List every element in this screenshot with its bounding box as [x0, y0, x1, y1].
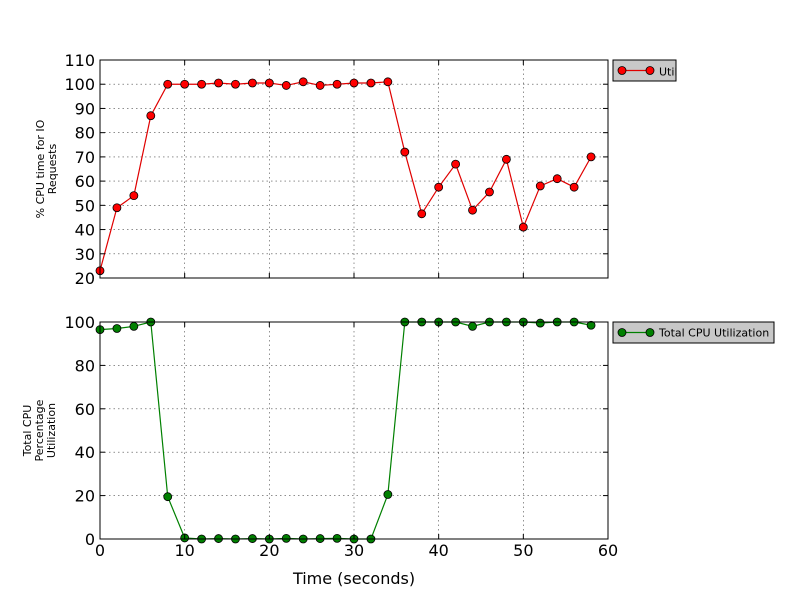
- data-point: [163, 79, 173, 89]
- data-point: [247, 78, 257, 88]
- y-axis-label-line: Percentage: [33, 399, 46, 461]
- data-point: [264, 78, 274, 88]
- y-tick-label: 100: [64, 75, 95, 94]
- data-point: [349, 78, 359, 88]
- series-line: [99, 81, 592, 271]
- data-point: [281, 533, 291, 543]
- data-point: [214, 78, 223, 88]
- y-tick-label: 40: [75, 443, 95, 462]
- legend-marker: [645, 66, 655, 75]
- legend-box: [612, 321, 775, 344]
- data-point: [586, 152, 596, 162]
- data-point: [501, 154, 511, 164]
- data-point: [552, 174, 562, 184]
- y-axis-label-line: Total CPU: [21, 405, 34, 458]
- y-tick-label: 60: [75, 400, 95, 419]
- y-tick-label: 40: [75, 221, 95, 240]
- y-tick-label: 50: [75, 196, 95, 215]
- data-point: [281, 81, 291, 90]
- y-tick-label: 70: [75, 148, 95, 167]
- y-tick-label: 20: [75, 269, 95, 288]
- legend-marker: [617, 328, 627, 337]
- y-tick-label: 90: [75, 99, 95, 118]
- data-point: [180, 79, 190, 89]
- data-point: [535, 318, 545, 328]
- data-point: [468, 321, 477, 331]
- x-tick-label: 20: [259, 541, 279, 560]
- legend-marker: [617, 66, 627, 75]
- data-point: [518, 222, 528, 232]
- legend: Util: [612, 59, 677, 82]
- data-point: [586, 320, 596, 330]
- data-point: [112, 324, 122, 333]
- y-tick-label: 20: [75, 487, 95, 506]
- legend: Total CPU Utilization: [612, 321, 775, 344]
- data-point: [332, 533, 342, 543]
- y-tick-label: 110: [64, 51, 95, 70]
- x-tick-label: 10: [174, 541, 194, 560]
- data-point: [383, 490, 393, 499]
- chart-panel-2: 0 20 40 60 80 100 0 10 20 30 40 50 60 Total CPU Percen…: [21, 313, 775, 588]
- data-point: [366, 78, 376, 88]
- data-point: [332, 79, 342, 89]
- data-point: [569, 182, 579, 192]
- data-point: [315, 81, 325, 90]
- y-tick-label: 80: [75, 356, 95, 375]
- data-point: [417, 209, 427, 219]
- y-tick-label: 0: [85, 530, 95, 549]
- x-tick-label: 0: [95, 541, 105, 560]
- x-tick-label: 30: [344, 541, 364, 560]
- data-point: [400, 147, 410, 157]
- y-tick-label: 80: [75, 124, 95, 143]
- x-axis-label: Time (seconds): [292, 569, 415, 588]
- data-point: [383, 77, 393, 87]
- data-point: [231, 79, 240, 89]
- data-point: [129, 321, 139, 331]
- data-point: [451, 159, 461, 169]
- data-point: [468, 205, 477, 215]
- legend-label: Total CPU Utilization: [658, 327, 769, 340]
- y-axis-label-line: % CPU time for IO: [34, 119, 47, 218]
- y-tick-label: 100: [64, 313, 95, 332]
- data-point: [112, 203, 122, 213]
- data-point: [146, 111, 156, 121]
- x-tick-label: 50: [513, 541, 533, 560]
- data-point: [129, 191, 139, 201]
- data-point: [434, 182, 444, 192]
- y-tick-label: 30: [75, 245, 95, 264]
- y-axis-label-line: Requests: [46, 144, 59, 195]
- legend-marker: [645, 328, 655, 337]
- data-point: [535, 181, 545, 191]
- y-axis-label-line: Utilization: [45, 403, 58, 458]
- x-tick-label: 40: [428, 541, 448, 560]
- legend-label: Util: [659, 66, 677, 79]
- chart-panel-1: 20 30 40 50 60 70 80 90 100 110 % CPU time for IO R…: [34, 51, 677, 288]
- data-point: [163, 492, 173, 502]
- x-tick-label: 60: [598, 541, 618, 560]
- y-tick-label: 60: [75, 172, 95, 191]
- data-point: [197, 79, 207, 89]
- data-point: [298, 77, 308, 87]
- series-line: [99, 321, 592, 540]
- data-point: [485, 187, 494, 197]
